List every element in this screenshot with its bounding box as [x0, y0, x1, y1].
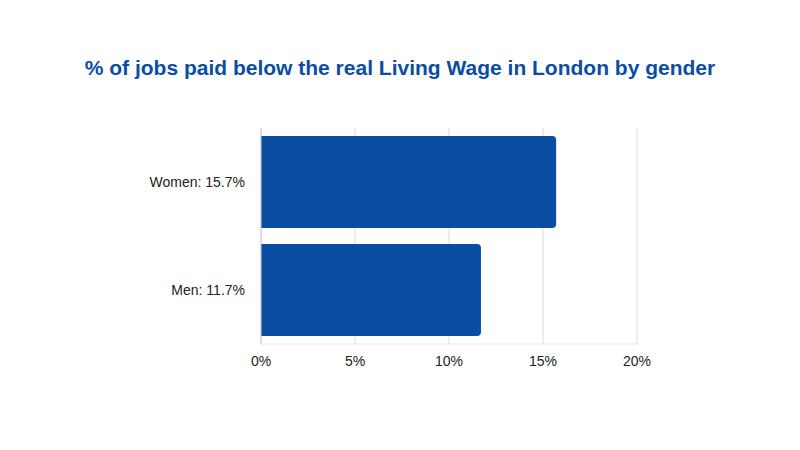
svg-text:15%: 15% — [529, 353, 557, 369]
svg-text:20%: 20% — [623, 353, 651, 369]
svg-text:Men: 11.7%: Men: 11.7% — [171, 282, 245, 298]
html-text:% of jobs paid below the real: % of jobs paid below the real Living Wag… — [84, 56, 716, 79]
svg-text:5%: 5% — [345, 353, 365, 369]
svg-text:10%: 10% — [435, 353, 463, 369]
svg-text:0%: 0% — [251, 353, 271, 369]
svg-text:Women: 15.7%: Women: 15.7% — [150, 174, 245, 190]
